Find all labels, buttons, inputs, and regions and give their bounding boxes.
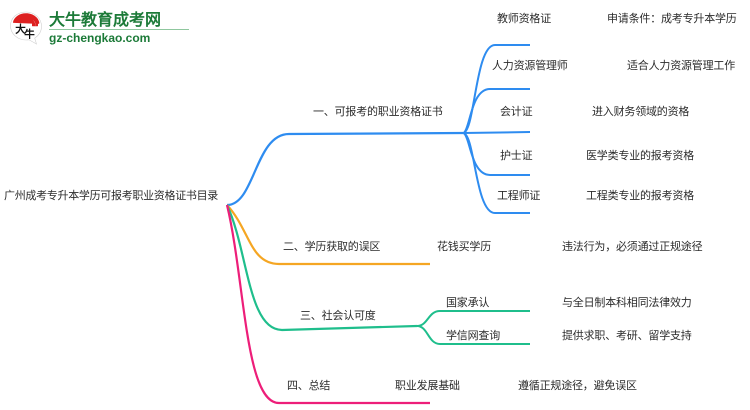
svg-text:牛: 牛 (24, 28, 35, 41)
